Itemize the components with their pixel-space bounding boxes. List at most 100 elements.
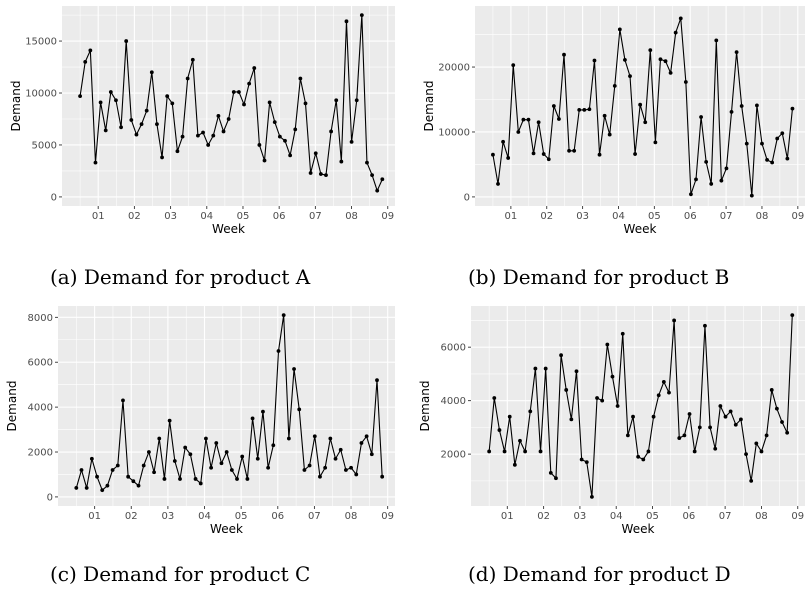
data-point <box>293 127 298 132</box>
data-point <box>283 138 287 143</box>
data-point <box>729 109 734 114</box>
data-point <box>554 476 558 481</box>
data-point <box>492 396 497 400</box>
data-point <box>709 182 714 186</box>
x-tick-label: 03 <box>576 211 589 222</box>
x-tick-label: 03 <box>574 511 587 522</box>
data-point <box>134 132 139 137</box>
data-point <box>641 457 646 462</box>
data-point <box>359 13 364 17</box>
data-point <box>380 177 385 182</box>
data-point <box>602 113 607 118</box>
data-point <box>605 342 610 347</box>
data-point <box>370 173 374 177</box>
data-point <box>224 450 229 454</box>
y-axis-title: Demand <box>5 381 19 432</box>
data-point <box>297 407 302 412</box>
x-tick-label: 03 <box>162 511 175 522</box>
data-point <box>625 433 630 438</box>
x-tick-label: 02 <box>537 511 550 522</box>
data-point <box>126 474 131 479</box>
x-tick-label: 09 <box>381 211 394 222</box>
chart-panel-d: 01 02 03 04 05 06 07 08 09 2000 4000 6000 Week Demand <box>405 300 809 550</box>
data-point <box>734 50 739 55</box>
series-line <box>492 17 793 197</box>
data-point <box>521 117 526 122</box>
data-point <box>582 107 587 112</box>
data-point <box>149 70 154 75</box>
data-point <box>638 102 643 107</box>
data-point <box>577 107 582 112</box>
data-point <box>354 472 359 477</box>
data-point <box>623 57 627 62</box>
data-point <box>491 152 495 157</box>
data-point <box>103 128 108 133</box>
data-point <box>538 449 543 454</box>
data-point <box>129 118 134 122</box>
data-point <box>170 101 175 106</box>
data-point <box>307 463 312 468</box>
data-point <box>257 143 262 147</box>
data-point <box>612 83 617 88</box>
data-point <box>564 388 569 392</box>
data-point <box>673 30 678 35</box>
data-point <box>119 125 123 130</box>
x-tick-label: 06 <box>271 511 284 522</box>
data-point <box>193 477 198 481</box>
plot-panel <box>58 306 395 506</box>
chart-panel-b: 01 02 03 04 05 06 07 08 09 0 10000 20000 Week Demand <box>405 0 809 250</box>
data-point <box>84 486 89 490</box>
data-point <box>201 130 205 135</box>
data-point <box>271 443 276 448</box>
data-point <box>506 156 511 160</box>
data-point <box>354 98 359 103</box>
x-tick-label: 07 <box>309 211 322 222</box>
data-point <box>597 152 602 157</box>
data-point <box>667 390 671 395</box>
y-tick-label: 4000 <box>441 396 466 407</box>
y-tick-label: 2000 <box>441 450 466 461</box>
data-point <box>526 117 531 122</box>
x-axis-title: Week <box>212 222 245 236</box>
data-point <box>610 374 615 379</box>
data-point <box>723 414 728 419</box>
data-point <box>262 158 267 163</box>
data-point <box>790 106 795 111</box>
data-point <box>329 129 334 134</box>
x-tick-label: 05 <box>646 511 659 522</box>
x-tick-label: 07 <box>720 211 733 222</box>
data-point <box>206 143 211 147</box>
data-point <box>633 152 637 156</box>
data-point <box>719 178 724 183</box>
data-point <box>214 441 219 445</box>
plot-panel <box>471 306 805 506</box>
y-tick-label: 6000 <box>28 358 53 369</box>
data-point <box>744 141 749 146</box>
data-point <box>546 157 551 162</box>
data-point <box>334 98 339 103</box>
data-point <box>739 104 744 108</box>
data-point <box>574 369 579 374</box>
data-point <box>89 456 94 461</box>
data-point <box>607 132 612 137</box>
caption-c: (c) Demand for product C <box>50 562 311 586</box>
data-point <box>328 436 333 441</box>
data-point <box>744 452 748 457</box>
data-point <box>502 449 507 454</box>
data-point <box>531 151 536 156</box>
x-tick-label: 05 <box>237 211 250 222</box>
x-tick-label: 09 <box>791 211 804 222</box>
data-point <box>648 48 653 53</box>
data-point <box>308 171 313 175</box>
data-point <box>236 90 241 94</box>
x-tick-label: 01 <box>505 211 518 222</box>
data-point <box>261 409 265 414</box>
data-point <box>523 449 528 454</box>
data-point <box>749 193 754 198</box>
data-point <box>298 76 303 81</box>
data-point <box>579 457 584 462</box>
x-tick-label: 07 <box>719 511 732 522</box>
data-point <box>121 398 125 403</box>
y-tick-label: 8000 <box>28 313 53 324</box>
data-point <box>196 133 200 138</box>
